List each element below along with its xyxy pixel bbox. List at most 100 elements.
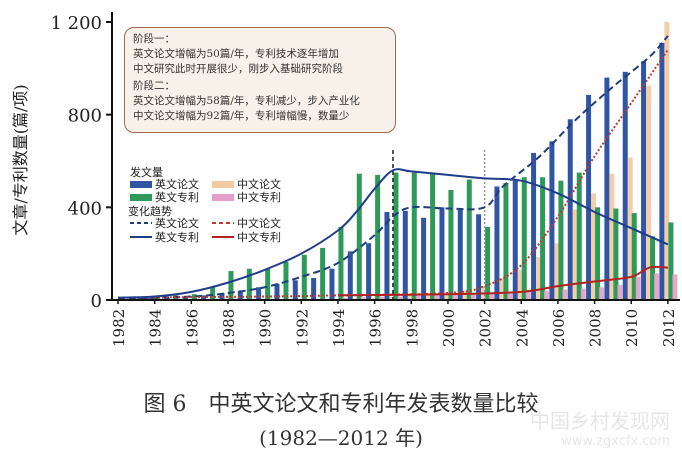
legend-label: 英文专利: [155, 230, 199, 244]
bar-中文专利: [635, 276, 641, 300]
trend-line-英文论文: [117, 35, 669, 300]
legend-label: 中文专利: [237, 190, 281, 204]
legend-swatch-英文论文: [130, 181, 152, 188]
bar-英文论文: [329, 268, 335, 300]
watermark: 中国乡村发现网 www.zgxcfx.com: [530, 405, 670, 449]
bar-英文论文: [256, 287, 262, 300]
bar-中文论文: [389, 297, 395, 300]
bar-英文专利: [631, 213, 637, 300]
bar-英文专利: [613, 208, 619, 300]
x-tick-label: 2004: [513, 309, 531, 347]
bar-英文论文: [347, 251, 353, 300]
bar-英文论文: [439, 207, 445, 300]
x-tick-label: 2012: [660, 309, 678, 347]
y-tick-label: 400: [68, 198, 102, 219]
bar-中文专利: [580, 288, 586, 300]
bar-中文专利: [434, 295, 440, 300]
bar-英文专利: [320, 247, 326, 300]
x-tick-label: 1994: [330, 309, 348, 347]
bar-英文论文: [549, 141, 555, 300]
bar-英文专利: [485, 227, 491, 300]
phase2-line1: 英文论文增幅为58篇/年，专利减少，步入产业化: [133, 95, 360, 107]
bar-中文专利: [525, 291, 531, 300]
legend-lines-title: 变化趋势: [128, 204, 172, 218]
bar-英文论文: [586, 94, 592, 300]
phase1-title: 阶段一：: [133, 33, 175, 45]
phase2-line2: 中文论文增幅为92篇/年，专利增幅慢，数量少: [133, 110, 350, 122]
legend-label: 英文论文: [155, 177, 199, 191]
bar-中文论文: [407, 295, 413, 300]
bar-英文专利: [668, 222, 674, 300]
legend-swatch-中文专利: [212, 194, 234, 201]
bar-中文论文: [444, 293, 450, 300]
bar-中文论文: [591, 193, 597, 300]
bar-英文论文: [311, 277, 317, 300]
chart: 0 400 800 1 200 1982 1984 1986 1988 1990 1992 1994…: [11, 12, 680, 347]
legend-label: 英文专利: [155, 190, 199, 204]
bar-英文论文: [641, 61, 647, 301]
bar-中文专利: [544, 290, 550, 300]
x-tick-label: 2002: [477, 309, 495, 347]
bar-中文专利: [672, 274, 678, 300]
x-tick-label: 1986: [183, 309, 201, 347]
bar-英文专利: [228, 271, 234, 300]
bar-英文论文: [164, 297, 170, 300]
x-tick-label: 1982: [110, 309, 128, 347]
bar-英文专利: [595, 207, 601, 300]
watermark-name: 中国乡村发现网: [530, 409, 670, 433]
legend-swatch-英文专利: [130, 194, 152, 201]
watermark-url: www.zgxcfx.com: [561, 434, 670, 449]
x-tick-label: 1988: [220, 309, 238, 347]
bar-中文专利: [470, 294, 476, 300]
bar-英文论文: [182, 296, 188, 300]
annotation-box: 阶段一： 英文论文增幅为50篇/年，专利技术逐年增加 中文研究此时开展很少，刚步…: [124, 27, 396, 133]
bar-英文专利: [301, 254, 307, 300]
bar-英文论文: [567, 119, 573, 300]
y-tick-label: 0: [91, 291, 102, 312]
x-tick-label: 2008: [587, 309, 605, 347]
bar-英文专利: [356, 173, 362, 300]
bar-中文论文: [572, 209, 578, 300]
bar-英文论文: [384, 211, 390, 300]
bar-英文专利: [650, 236, 656, 300]
bar-中文论文: [609, 173, 615, 300]
y-tick-label: 1 200: [50, 13, 102, 34]
bar-中文论文: [499, 277, 505, 300]
bar-中文论文: [426, 294, 432, 300]
bar-英文论文: [366, 243, 372, 300]
chart-title: 图 6 中英文论文和专利年发表数量比较: [143, 392, 539, 417]
bar-中文专利: [617, 284, 623, 300]
x-tick-label: 1998: [403, 309, 421, 347]
bar-英文论文: [512, 180, 518, 300]
y-tick-label: 800: [68, 106, 102, 127]
bar-英文专利: [558, 180, 564, 300]
bar-英文专利: [393, 172, 399, 300]
bar-英文论文: [659, 42, 665, 300]
bar-中文论文: [371, 297, 377, 300]
bar-英文论文: [622, 71, 628, 300]
bar-英文论文: [476, 214, 482, 300]
x-tick-label: 1996: [367, 309, 385, 347]
y-axis-label: 文章/专利数量(篇/项): [11, 84, 30, 235]
bar-中文专利: [507, 293, 513, 300]
bar-英文专利: [136, 297, 142, 300]
bar-中文论文: [646, 85, 652, 300]
bar-中文专利: [397, 296, 403, 300]
x-tick-label: 2006: [550, 309, 568, 347]
bar-英文专利: [411, 172, 417, 300]
bar-中文论文: [517, 269, 523, 300]
legend-label: 英文论文: [155, 216, 199, 230]
bar-英文专利: [521, 177, 527, 300]
bar-中文论文: [664, 22, 670, 300]
x-tick-label: 2010: [623, 309, 641, 347]
x-tick-label: 1984: [147, 309, 165, 347]
bar-英文论文: [274, 283, 280, 300]
bar-中文专利: [342, 297, 348, 300]
bar-中文专利: [452, 294, 458, 300]
bar-中文专利: [489, 293, 495, 300]
bar-英文论文: [604, 77, 610, 300]
bar-中文专利: [599, 287, 605, 300]
bar-英文专利: [430, 172, 436, 300]
